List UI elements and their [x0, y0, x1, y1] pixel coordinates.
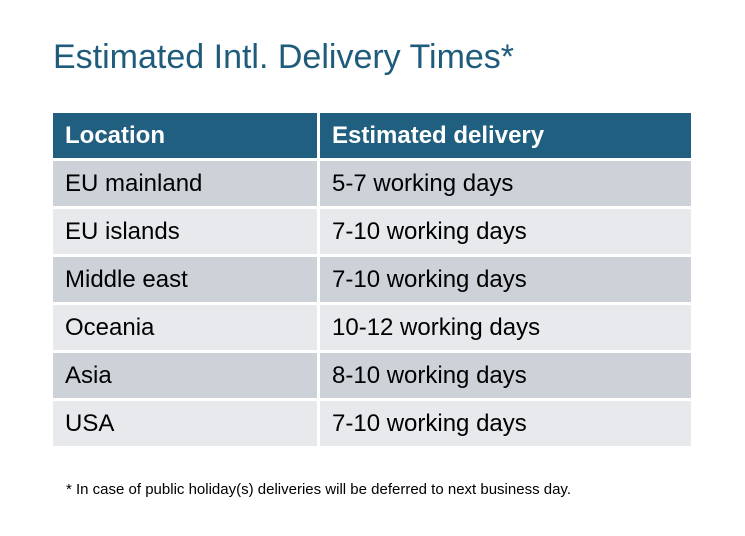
- header-location: Location: [53, 113, 320, 161]
- table-row: EU mainland 5-7 working days: [53, 161, 691, 209]
- location-cell: Oceania: [53, 305, 320, 353]
- table-row: Asia 8-10 working days: [53, 353, 691, 401]
- delivery-cell: 8-10 working days: [320, 353, 691, 401]
- delivery-cell: 5-7 working days: [320, 161, 691, 209]
- table-row: Middle east 7-10 working days: [53, 257, 691, 305]
- page-title: Estimated Intl. Delivery Times*: [53, 38, 515, 76]
- delivery-cell: 7-10 working days: [320, 209, 691, 257]
- header-estimated-delivery: Estimated delivery: [320, 113, 691, 161]
- table-row: Oceania 10-12 working days: [53, 305, 691, 353]
- delivery-cell: 7-10 working days: [320, 257, 691, 305]
- table-row: USA 7-10 working days: [53, 401, 691, 449]
- delivery-cell: 7-10 working days: [320, 401, 691, 449]
- location-cell: Middle east: [53, 257, 320, 305]
- delivery-cell: 10-12 working days: [320, 305, 691, 353]
- table-header-row: Location Estimated delivery: [53, 113, 691, 161]
- table-row: EU islands 7-10 working days: [53, 209, 691, 257]
- location-cell: EU islands: [53, 209, 320, 257]
- delivery-table: Location Estimated delivery EU mainland 5…: [53, 113, 691, 449]
- footnote: * In case of public holiday(s) deliverie…: [66, 481, 571, 498]
- location-cell: Asia: [53, 353, 320, 401]
- location-cell: EU mainland: [53, 161, 320, 209]
- location-cell: USA: [53, 401, 320, 449]
